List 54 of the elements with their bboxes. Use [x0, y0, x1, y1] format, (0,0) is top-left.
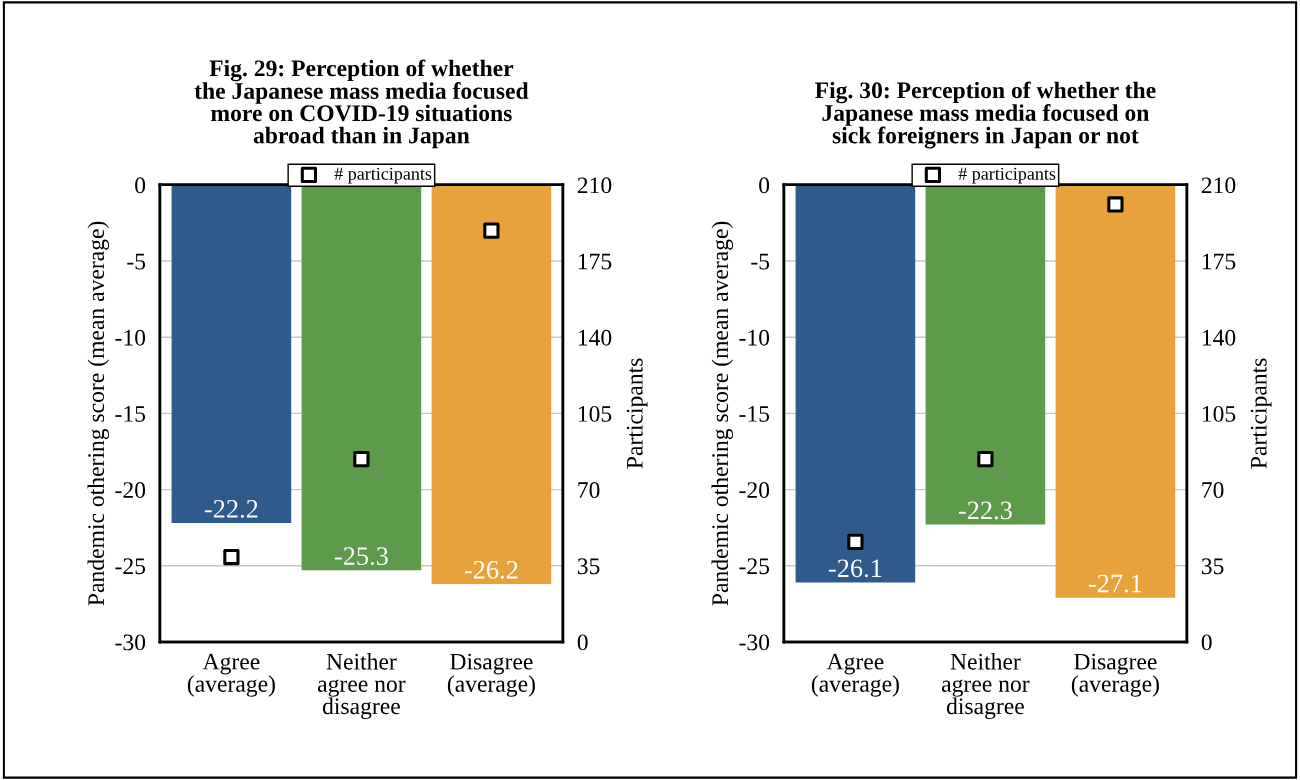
- y2-tick-label: 175: [578, 253, 612, 270]
- x-tick-label: Agree (average): [811, 653, 899, 697]
- y2-tick-label: 210: [1201, 177, 1236, 194]
- y-tick-label: -30: [739, 634, 770, 651]
- point: [1107, 196, 1124, 213]
- point: [223, 548, 240, 566]
- y-tick-label: -5: [127, 253, 146, 270]
- y2-tick-label: 70: [1202, 482, 1224, 498]
- y-tick-label: -30: [115, 634, 146, 651]
- y2-tick-label: 210: [577, 177, 612, 194]
- y2-tick-label: 70: [578, 482, 600, 498]
- y-axis-title: Pandemic othering score (mean average): [711, 221, 733, 606]
- y-axis-title: Pandemic othering score (mean average): [87, 221, 109, 606]
- data-label: -27.1: [1088, 574, 1142, 593]
- y-tick-label: -10: [739, 329, 770, 346]
- data-label: -26.1: [828, 559, 882, 578]
- data-label: -26.2: [464, 560, 518, 579]
- point: [353, 450, 370, 468]
- y2-tick-label: 0: [577, 634, 588, 651]
- y-tick-label: -25: [739, 558, 770, 575]
- y2-tick-label: 0: [1201, 634, 1212, 651]
- data-label: -22.2: [204, 500, 258, 518]
- y2-axis-title: Participants: [1250, 358, 1272, 469]
- y2-tick-label: 35: [577, 558, 600, 575]
- y-tick-label: 0: [759, 177, 770, 194]
- point: [977, 450, 994, 468]
- y2-tick-label: 140: [578, 329, 612, 346]
- legend-label: # participants: [334, 167, 432, 184]
- y2-axis-title: Participants: [626, 358, 648, 469]
- x-tick-label: Disagree (average): [447, 653, 535, 697]
- y-tick-label: -15: [115, 406, 146, 422]
- legend-label: # participants: [958, 167, 1056, 184]
- y2-tick-label: 175: [1202, 253, 1236, 270]
- y-tick-label: -10: [115, 329, 146, 346]
- chart-title: Fig. 29: Perception of whether the Japanese mass media focused more on COVID-19 situations abroad than in Japan: [194, 59, 529, 149]
- y-tick-label: -25: [115, 558, 146, 575]
- x-tick-label: Disagree (average): [1071, 653, 1159, 697]
- x-tick-label: Neither agree nor disagree: [317, 653, 406, 720]
- y-tick-label: -15: [739, 406, 770, 422]
- y-tick-label: -20: [115, 482, 146, 498]
- data-label: -25.3: [334, 547, 388, 566]
- chart-title: Fig. 30: Perception of whether the Japanese mass media focused on sick foreigners in Japan or not: [815, 81, 1156, 149]
- y2-tick-label: 140: [1202, 329, 1236, 346]
- y-tick-label: -5: [751, 253, 770, 270]
- y2-tick-label: 105: [1202, 405, 1236, 422]
- data-label: -22.3: [958, 501, 1012, 520]
- y-tick-label: -20: [739, 482, 770, 498]
- y2-tick-label: 105: [578, 405, 612, 422]
- y-tick-label: 0: [135, 177, 146, 194]
- y2-tick-label: 35: [1201, 558, 1224, 575]
- point: [483, 222, 500, 239]
- x-tick-label: Neither agree nor disagree: [941, 653, 1030, 720]
- x-tick-label: Agree (average): [187, 653, 275, 697]
- point: [847, 533, 864, 550]
